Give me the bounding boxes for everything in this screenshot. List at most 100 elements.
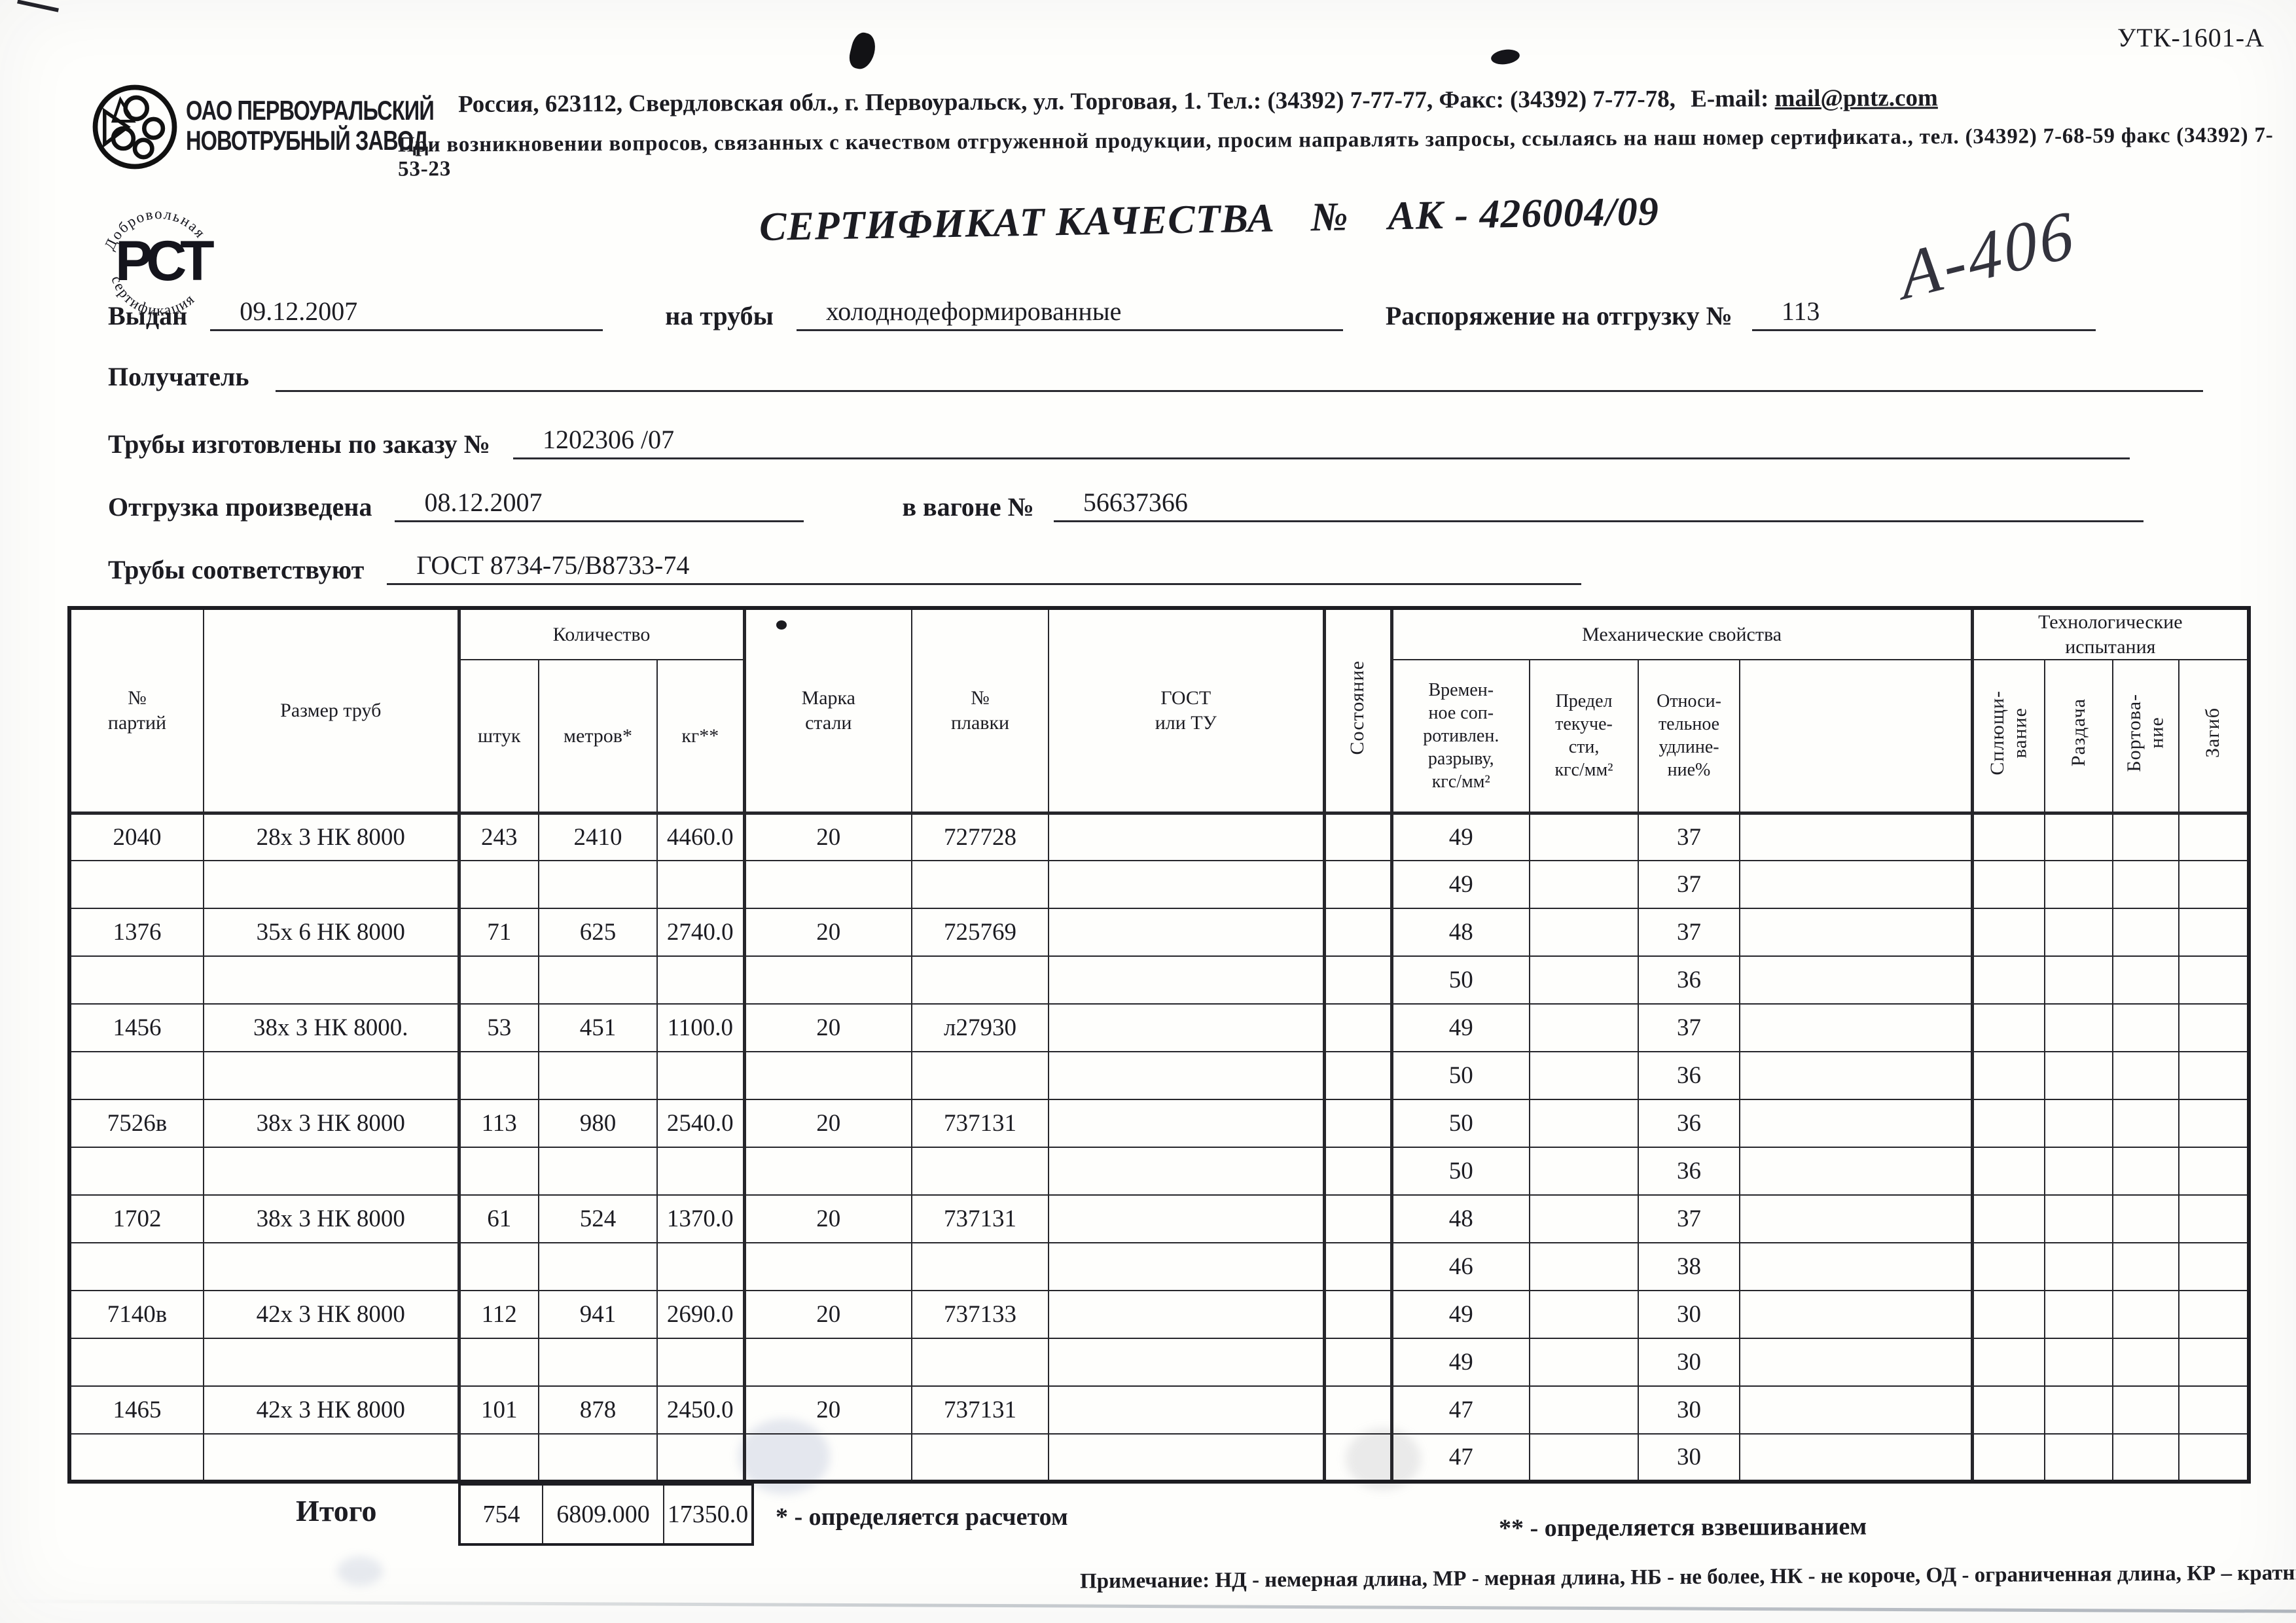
cell-elong: 36 — [1638, 955, 1741, 1005]
header-qty-kg: кг** — [656, 659, 745, 815]
cell-flange — [2112, 1194, 2180, 1243]
cell-state — [1322, 1099, 1393, 1148]
cell-melt — [911, 1242, 1050, 1291]
cell-batch — [69, 1338, 204, 1387]
cell-batch: 7526в — [69, 1099, 204, 1148]
header-mech-yield: Предел текуче- сти, кгс/мм² — [1529, 659, 1640, 815]
cell-melt: 725769 — [911, 908, 1050, 957]
cell-elong: 30 — [1638, 1338, 1741, 1387]
cell-steel: 20 — [742, 1194, 913, 1243]
cell-kg — [656, 1338, 745, 1387]
cell-size — [203, 1051, 459, 1100]
cell-state — [1322, 955, 1393, 1005]
cell-m — [538, 1338, 658, 1387]
table-row: 50 36 — [69, 955, 2250, 1005]
cell-yld — [1529, 1338, 1640, 1387]
cell-m: 878 — [538, 1385, 658, 1435]
cell-yld — [1529, 1194, 1640, 1243]
ink-blot — [1490, 48, 1521, 66]
cell-kg: 2540.0 — [656, 1099, 745, 1148]
cell-m: 941 — [538, 1290, 658, 1339]
cell-elong: 36 — [1638, 1051, 1741, 1100]
cell-flange — [2112, 860, 2180, 909]
cell-flange — [2112, 1051, 2180, 1100]
cell-bend — [2178, 1433, 2250, 1482]
cell-bend — [2178, 812, 2250, 861]
cell-steel — [742, 1433, 913, 1482]
table-row: 49 37 — [69, 860, 2250, 909]
cell-kg: 1370.0 — [656, 1194, 745, 1243]
header-qty-pieces: штук — [457, 659, 539, 815]
cell-elong: 37 — [1638, 1003, 1741, 1052]
cell-expand — [2044, 1338, 2114, 1387]
cell-pcs — [457, 1242, 539, 1291]
cell-pcs — [457, 955, 539, 1005]
cell-state — [1322, 1194, 1393, 1243]
cell-mech4 — [1739, 1003, 1973, 1052]
header-mech-tensile: Времен- ное соп- ротивлен. разрыву, кгс/… — [1390, 659, 1531, 815]
cell-kg — [656, 955, 745, 1005]
cell-state — [1322, 860, 1393, 909]
cell-m — [538, 1051, 658, 1100]
cell-tensile: 47 — [1390, 1433, 1531, 1482]
cell-kg — [656, 1242, 745, 1291]
cell-yld — [1529, 860, 1640, 909]
cell-flange — [2112, 1099, 2180, 1148]
cell-bend — [2178, 1242, 2250, 1291]
cell-size: 38х 3 НК 8000 — [203, 1099, 459, 1148]
cell-kg: 1100.0 — [656, 1003, 745, 1052]
table-row: 1376 35х 6 НК 8000 71 625 2740.0 20 725769 48 37 — [69, 908, 2250, 957]
cell-bend — [2178, 1147, 2250, 1196]
cell-pcs — [457, 1338, 539, 1387]
cell-batch — [69, 955, 204, 1005]
cell-mech4 — [1739, 1051, 1973, 1100]
form-row-shipped: Отгрузка произведена 08.12.2007 в вагоне… — [108, 487, 2144, 522]
table-row: 7140в 42х 3 НК 8000 112 941 2690.0 20 737133 49… — [69, 1290, 2250, 1339]
cell-expand — [2044, 1242, 2114, 1291]
cell-elong: 36 — [1638, 1099, 1741, 1148]
header-tech-expand: Раздача — [2044, 659, 2114, 815]
title-number-sign: № — [1310, 194, 1350, 240]
totals-meters: 6809.000 — [543, 1486, 664, 1543]
cell-flange — [2112, 1290, 2180, 1339]
cell-melt — [911, 1433, 1050, 1482]
cell-steel — [742, 1147, 913, 1196]
cell-size: 28х 3 НК 8000 — [203, 812, 459, 861]
cell-mech4 — [1739, 1433, 1973, 1482]
cell-melt: 737133 — [911, 1290, 1050, 1339]
cell-flange — [2112, 1433, 2180, 1482]
cell-tensile: 50 — [1390, 1099, 1531, 1148]
cell-steel: 20 — [742, 1385, 913, 1435]
cell-flat — [1970, 1338, 2046, 1387]
cell-melt: 737131 — [911, 1385, 1050, 1435]
cell-bend — [2178, 955, 2250, 1005]
cell-flat — [1970, 812, 2046, 861]
cell-m — [538, 1242, 658, 1291]
cell-size — [203, 1147, 459, 1196]
address-text: Россия, 623112, Свердловская обл., г. Пе… — [457, 85, 1676, 118]
cell-gost — [1048, 1003, 1325, 1052]
cell-mech4 — [1739, 1338, 1973, 1387]
cell-state — [1322, 1290, 1393, 1339]
table-row: 50 36 — [69, 1147, 2250, 1196]
cell-steel — [742, 1242, 913, 1291]
cell-tensile: 46 — [1390, 1242, 1531, 1291]
header-state: Состояние — [1322, 607, 1393, 815]
cell-m: 451 — [538, 1003, 658, 1052]
cell-steel — [742, 1051, 913, 1100]
header-qty-meters: метров* — [538, 659, 658, 815]
form-row-receiver: Получатель — [108, 361, 2203, 392]
cell-kg: 4460.0 — [656, 812, 745, 861]
cell-elong: 30 — [1638, 1433, 1741, 1482]
table-row: 50 36 — [69, 1051, 2250, 1100]
cell-tensile: 49 — [1390, 860, 1531, 909]
stamp-smudge — [337, 1556, 383, 1586]
cell-size — [203, 1338, 459, 1387]
table-row: 1456 38х 3 НК 8000. 53 451 1100.0 20 л27930 49 3… — [69, 1003, 2250, 1052]
cell-state — [1322, 1433, 1393, 1482]
cell-mech4 — [1739, 812, 1973, 861]
totals-pieces: 754 — [461, 1486, 543, 1543]
cell-gost — [1048, 1433, 1325, 1482]
cell-flange — [2112, 1338, 2180, 1387]
cell-size — [203, 1433, 459, 1482]
